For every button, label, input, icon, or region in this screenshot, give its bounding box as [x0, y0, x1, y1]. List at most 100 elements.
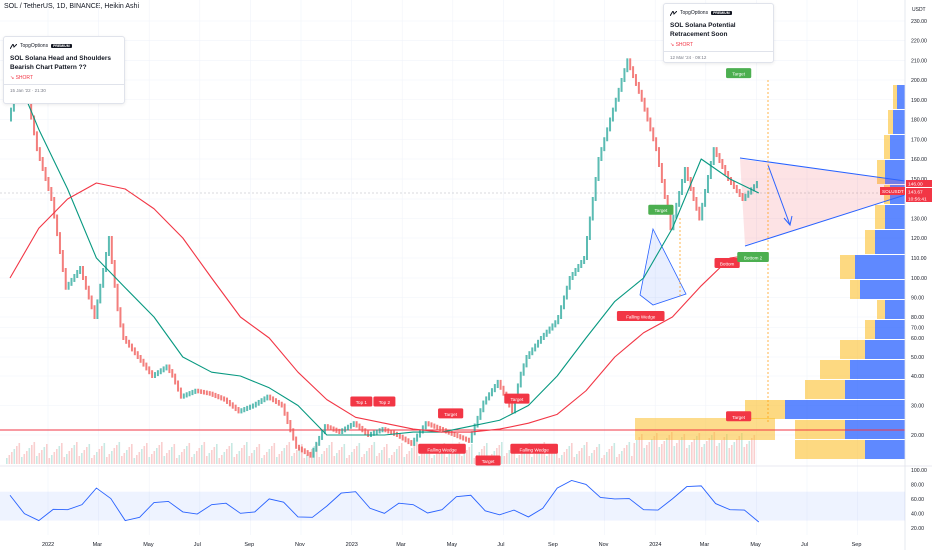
candle: [436, 424, 439, 430]
candle: [177, 380, 180, 392]
volume-bar: [181, 452, 183, 464]
candle: [12, 97, 15, 112]
volume-bar: [203, 442, 206, 464]
candle: [537, 339, 540, 348]
volume-bar: [166, 453, 168, 464]
annotation-label-text: Target: [654, 208, 667, 213]
volume-bar: [153, 451, 156, 464]
idea-card-1[interactable]: TopgOptions PREMIUM SOL Solana Head and S…: [3, 36, 125, 104]
candle: [591, 197, 594, 221]
candle: [709, 161, 712, 179]
candle: [652, 127, 655, 142]
volume-bar: [126, 450, 128, 464]
candle: [712, 147, 715, 165]
volume-bar: [358, 443, 361, 464]
volume-bar: [31, 445, 33, 464]
volume-bar: [416, 442, 418, 464]
volume-bar: [381, 450, 383, 464]
volume-bar: [63, 457, 66, 464]
candle: [197, 388, 200, 394]
countdown-badge-text: 10:56:41: [908, 197, 927, 203]
candle: [551, 323, 554, 331]
candle: [346, 424, 349, 431]
candle: [64, 268, 67, 290]
volume-bar: [28, 448, 31, 464]
volume-bar: [373, 442, 376, 464]
candle: [393, 430, 396, 436]
volume-bar: [561, 455, 563, 464]
volume-bar: [236, 454, 238, 464]
annotation-label-text: Falling Wedge: [626, 315, 656, 320]
volume-profile-bar: [875, 320, 905, 339]
candle: [188, 391, 191, 397]
candle: [554, 320, 557, 328]
volume-bar: [703, 444, 706, 464]
idea-card-2[interactable]: TopgOptions PREMIUM SOL Solana Potential …: [663, 3, 774, 63]
volume-bar: [331, 442, 333, 464]
candle: [211, 391, 214, 397]
candle: [174, 373, 177, 385]
idea-author: TopgOptions: [20, 43, 49, 49]
candle: [93, 305, 96, 319]
annotation-label: [737, 252, 769, 262]
ma-short-line: [9, 60, 760, 436]
annotation-label-text: Target: [732, 72, 745, 77]
time-tick-label: Jul: [801, 542, 808, 548]
volume-bar: [243, 445, 246, 464]
volume-bar: [558, 458, 561, 464]
volume-bar: [611, 446, 613, 464]
price-tick-label: 90.00: [911, 296, 924, 302]
candle: [208, 391, 211, 396]
candle: [165, 364, 168, 371]
volume-bar: [408, 451, 411, 464]
candle: [99, 283, 102, 304]
candle: [185, 392, 188, 398]
candle: [286, 411, 289, 425]
price-tick-label: 50.00: [911, 355, 924, 361]
candle: [79, 266, 82, 274]
volume-bar: [121, 456, 123, 464]
candle: [626, 58, 629, 73]
volume-bar: [531, 457, 533, 464]
author-logo-icon: [10, 43, 17, 49]
volume-bar: [176, 458, 178, 464]
candle: [358, 423, 361, 430]
candle: [614, 97, 617, 112]
annotation-label-text: Falling Wedge: [520, 447, 550, 452]
volume-bar: [303, 458, 306, 464]
idea-date: 12 Mar '24 · 09:12: [664, 51, 773, 63]
candle: [105, 252, 108, 272]
candle: [632, 66, 635, 79]
candle: [35, 131, 38, 152]
volume-profile-bar: [745, 400, 785, 419]
price-tick-label: 30.00: [911, 404, 924, 410]
idea-side-label: SHORT: [15, 75, 34, 81]
volume-bar: [361, 457, 363, 464]
candle: [456, 433, 459, 439]
volume-bar: [388, 458, 391, 464]
candle: [701, 202, 704, 221]
candle: [50, 187, 53, 201]
candle: [280, 401, 283, 408]
volume-bar: [471, 444, 473, 464]
candle: [470, 431, 473, 443]
candle: [753, 184, 756, 192]
volume-bar: [133, 458, 136, 464]
candle: [755, 181, 758, 189]
volume-bar: [38, 453, 41, 464]
volume-bar: [608, 449, 611, 464]
candle: [254, 401, 257, 408]
candle: [557, 315, 560, 325]
volume-bar: [378, 453, 381, 464]
price-series: [9, 58, 760, 458]
rsi-band: [0, 491, 905, 521]
candle: [142, 358, 145, 367]
candle: [499, 379, 502, 390]
volume-bar: [41, 450, 43, 464]
candle: [401, 434, 404, 441]
candle: [53, 197, 56, 219]
volume-bar: [33, 442, 36, 464]
volume-bar: [678, 440, 681, 464]
volume-bar: [233, 457, 236, 464]
